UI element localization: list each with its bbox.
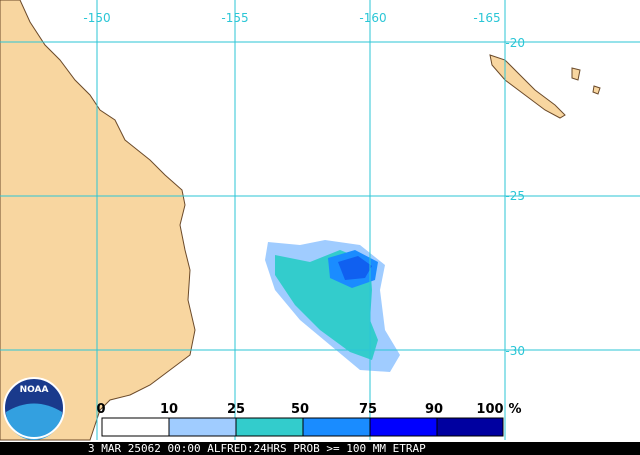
legend-label: 100 <box>476 402 503 417</box>
new-caledonia <box>489 54 566 119</box>
lat-label: -25 <box>505 189 525 203</box>
lon-label: -155 <box>221 11 248 25</box>
lat-label: -30 <box>505 344 525 358</box>
legend-label: 25 <box>227 402 245 417</box>
noaa-logo: NOAA <box>3 377 65 440</box>
legend-label: 0 <box>96 402 105 417</box>
lon-label: -160 <box>359 11 386 25</box>
footer-bar <box>0 442 640 455</box>
lon-label: -165 <box>473 11 500 25</box>
legend-label: % <box>508 402 521 417</box>
lon-label: -150 <box>83 11 110 25</box>
footer-text: 3 MAR 25062 00:00 ALFRED:24HRS PROB >= 1… <box>88 442 426 455</box>
logo-text: NOAA <box>20 385 49 395</box>
legend-label: 10 <box>160 402 178 417</box>
islands <box>571 67 601 95</box>
legend-label: 50 <box>291 402 309 417</box>
legend-label: 90 <box>425 402 443 417</box>
colorbar <box>101 417 504 437</box>
lat-label: -20 <box>505 36 525 50</box>
prob-50-75-core <box>338 256 372 280</box>
legend-label: 75 <box>359 402 377 417</box>
